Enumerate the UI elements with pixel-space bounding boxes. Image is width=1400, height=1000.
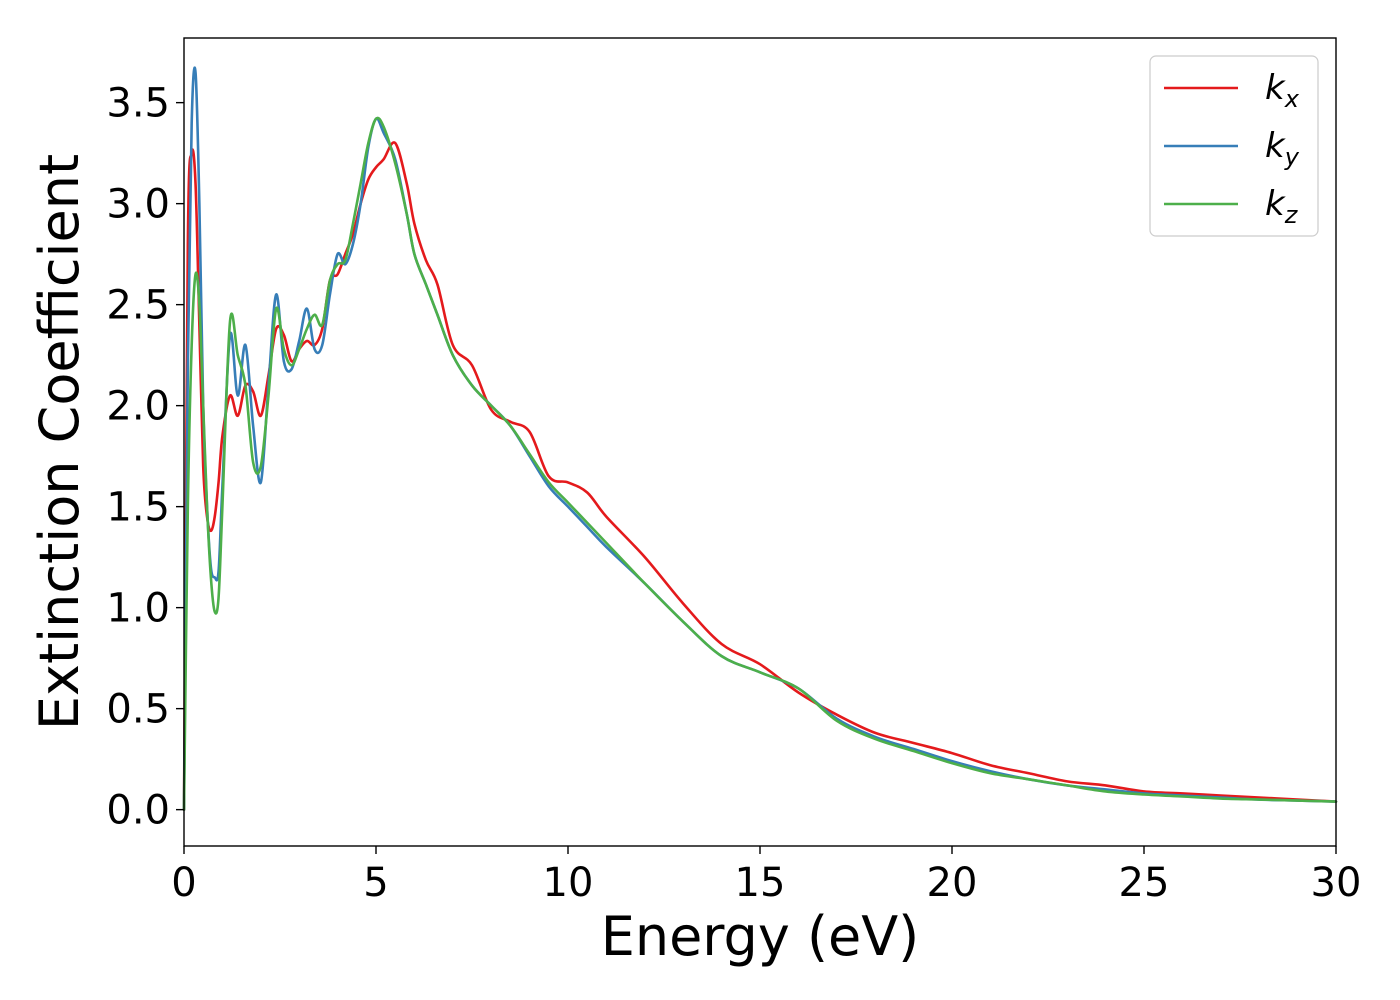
x-tick-label: 25 xyxy=(1119,860,1170,906)
y-axis: 0.0 0.5 1.0 1.5 2.0 2.5 3.0 3.5 xyxy=(106,81,184,834)
y-tick-label: 3.0 xyxy=(106,182,170,228)
series-line-x xyxy=(182,141,1338,811)
x-tick-label: 0 xyxy=(171,860,196,906)
x-tick-label: 10 xyxy=(543,860,594,906)
legend-label-subscript: y xyxy=(1284,143,1300,171)
x-axis: 0 5 10 15 20 25 30 xyxy=(171,846,1361,906)
x-axis-title: Energy (eV) xyxy=(601,905,920,968)
legend-label-main: k xyxy=(1265,184,1286,224)
plot-background xyxy=(184,38,1336,846)
legend-label-z: kz xyxy=(1265,184,1299,229)
y-tick-label: 2.0 xyxy=(106,384,170,430)
legend-label-x: kx xyxy=(1265,68,1300,113)
x-tick-label: 15 xyxy=(735,860,786,906)
y-tick-label: 1.0 xyxy=(106,586,170,632)
legend-label-subscript: x xyxy=(1284,85,1300,113)
series-layer xyxy=(182,66,1338,811)
x-tick-label: 30 xyxy=(1311,860,1362,906)
y-tick-label: 0.0 xyxy=(106,788,170,834)
y-tick-label: 1.5 xyxy=(106,485,170,531)
legend-label-y: ky xyxy=(1265,126,1300,171)
y-axis-title: Extinction Coefficient xyxy=(28,154,91,730)
legend-label-main: k xyxy=(1265,68,1286,108)
y-tick-label: 0.5 xyxy=(106,687,170,733)
legend-label-subscript: z xyxy=(1284,201,1299,229)
legend-label-main: k xyxy=(1265,126,1286,166)
y-tick-label: 3.5 xyxy=(106,81,170,127)
series-line-z xyxy=(182,116,1338,811)
y-tick-label: 2.5 xyxy=(106,283,170,329)
x-tick-label: 5 xyxy=(363,860,388,906)
x-tick-label: 20 xyxy=(927,860,978,906)
